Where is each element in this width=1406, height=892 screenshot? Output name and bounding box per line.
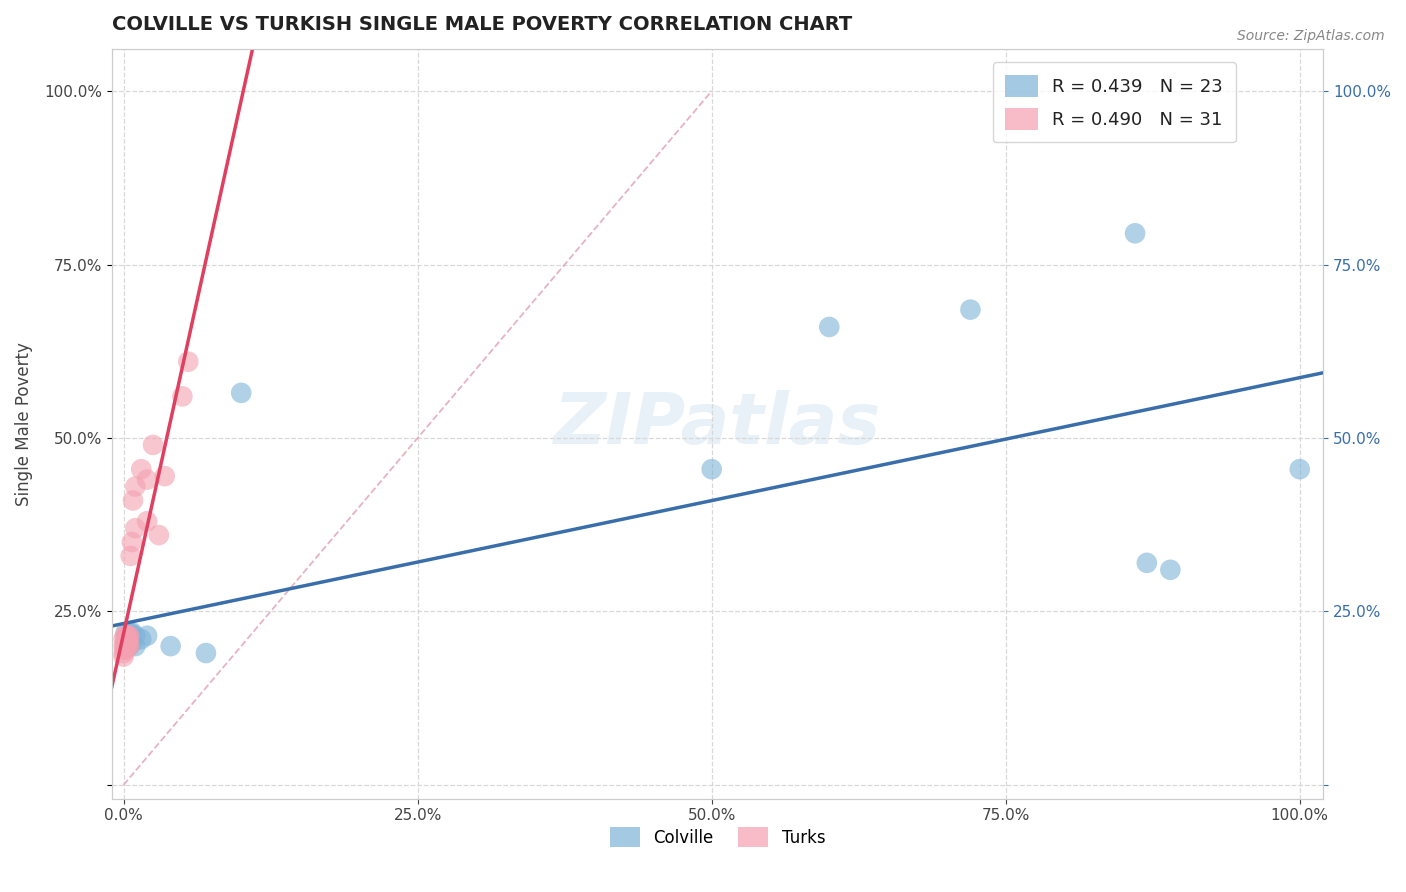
Point	[194, 646, 217, 660]
Point	[118, 629, 141, 643]
Point	[118, 625, 141, 640]
Point	[114, 629, 136, 643]
Point	[117, 635, 139, 649]
Point	[1288, 462, 1310, 476]
Point	[121, 625, 143, 640]
Point	[136, 473, 159, 487]
Text: COLVILLE VS TURKISH SINGLE MALE POVERTY CORRELATION CHART: COLVILLE VS TURKISH SINGLE MALE POVERTY …	[112, 15, 852, 34]
Point	[115, 635, 138, 649]
Point	[117, 632, 139, 647]
Point	[700, 462, 723, 476]
Point	[129, 462, 152, 476]
Point	[1159, 563, 1181, 577]
Point	[120, 629, 142, 643]
Point	[124, 639, 146, 653]
Text: ZIPatlas: ZIPatlas	[554, 390, 882, 458]
Point	[959, 302, 981, 317]
Point	[1136, 556, 1159, 570]
Point	[114, 642, 136, 657]
Point	[115, 635, 138, 649]
Point	[177, 354, 200, 368]
Point	[121, 635, 143, 649]
Point	[112, 649, 135, 664]
Point	[124, 629, 146, 643]
Point	[117, 632, 139, 647]
Point	[115, 629, 138, 643]
Point	[136, 629, 159, 643]
Point	[124, 479, 146, 493]
Point	[112, 632, 135, 647]
Point	[818, 320, 841, 334]
Point	[115, 642, 138, 657]
Point	[115, 629, 138, 643]
Point	[136, 514, 159, 528]
Point	[142, 438, 165, 452]
Point	[153, 469, 176, 483]
Point	[122, 493, 145, 508]
Point	[148, 528, 170, 542]
Point	[115, 629, 138, 643]
Point	[120, 549, 142, 563]
Point	[1123, 227, 1146, 241]
Point	[121, 535, 143, 549]
Point	[172, 389, 194, 403]
Text: Source: ZipAtlas.com: Source: ZipAtlas.com	[1237, 29, 1385, 43]
Point	[115, 635, 138, 649]
Point	[118, 639, 141, 653]
Point	[118, 639, 141, 653]
Point	[124, 521, 146, 535]
Point	[159, 639, 181, 653]
Point	[114, 639, 136, 653]
Point	[115, 632, 138, 647]
Point	[115, 639, 138, 653]
Legend: R = 0.439   N = 23, R = 0.490   N = 31: R = 0.439 N = 23, R = 0.490 N = 31	[993, 62, 1236, 143]
Point	[129, 632, 152, 647]
Point	[231, 385, 253, 400]
Point	[112, 639, 135, 653]
Point	[115, 625, 138, 640]
Y-axis label: Single Male Poverty: Single Male Poverty	[15, 343, 32, 506]
Point	[112, 646, 135, 660]
